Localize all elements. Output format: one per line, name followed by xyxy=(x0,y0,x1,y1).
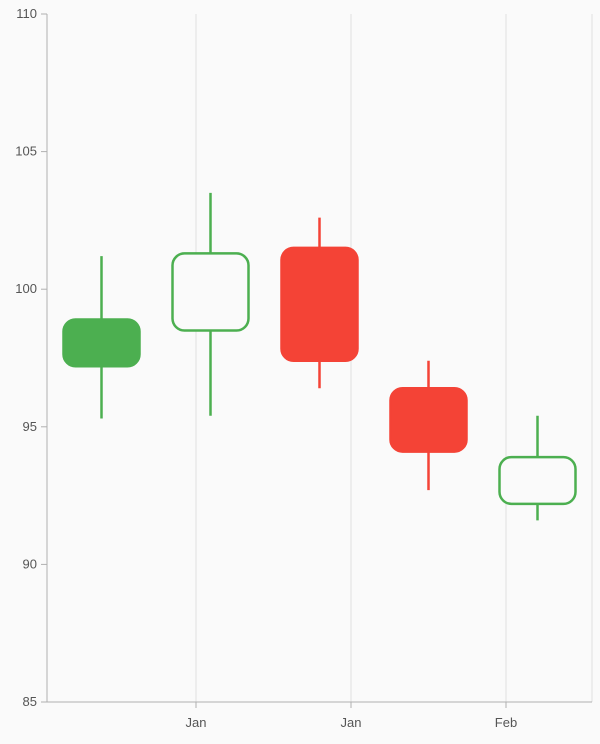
y-tick-label: 90 xyxy=(23,556,37,571)
y-tick-label: 85 xyxy=(23,694,37,709)
y-tick-label: 95 xyxy=(23,419,37,434)
candle xyxy=(280,217,359,389)
candle xyxy=(171,192,250,416)
candle-body xyxy=(171,252,250,332)
y-tick-label: 105 xyxy=(15,144,37,159)
y-tick-label: 100 xyxy=(15,281,37,296)
candle xyxy=(498,415,577,521)
candles xyxy=(62,192,577,521)
candle-body xyxy=(62,318,141,368)
candle xyxy=(389,360,468,491)
axes xyxy=(46,14,592,703)
x-axis-ticks: Jan Jan Feb xyxy=(186,702,517,730)
x-tick-label: Jan xyxy=(186,715,207,730)
candle-body xyxy=(280,246,359,363)
y-axis-ticks: 85 90 95 100 105 110 xyxy=(15,6,47,709)
candle-body xyxy=(498,455,577,506)
candle xyxy=(62,256,141,419)
x-tick-label: Jan xyxy=(341,715,362,730)
y-tick-label: 110 xyxy=(16,6,37,21)
grid-lines xyxy=(195,14,593,702)
candle-body xyxy=(389,387,468,453)
x-tick-label: Feb xyxy=(495,715,517,730)
